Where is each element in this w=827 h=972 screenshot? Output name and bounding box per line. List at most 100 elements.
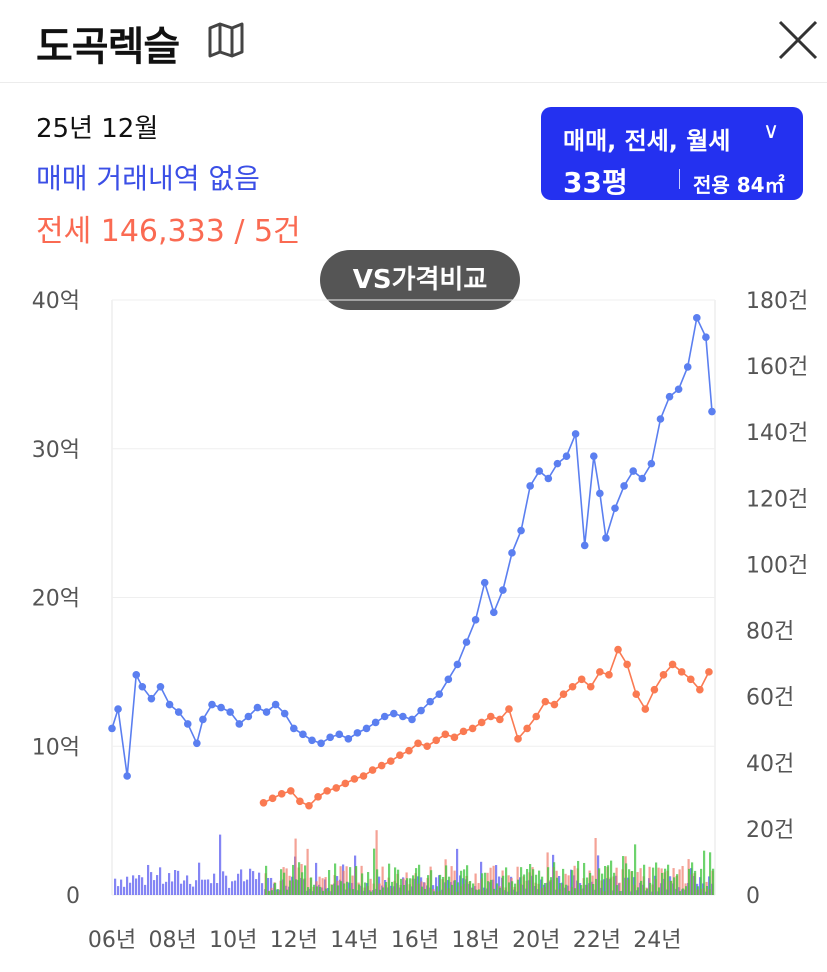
volume-bar-jeonse [594,838,597,895]
volume-bar-monthly [460,870,463,895]
volume-bar-sale [270,877,273,895]
volume-bar-monthly [520,867,523,895]
x-tick-label: 12년 [270,928,318,953]
volume-bar-monthly [496,883,499,895]
sale-point [280,709,289,718]
sale-point [299,730,307,739]
jeonse-point [677,668,686,676]
map-icon[interactable] [206,22,246,58]
volume-bar-jeonse [369,878,372,895]
x-tick-label: 24년 [633,928,681,953]
filter-button[interactable]: 매매, 전세, 월세 ∨ 33평 전용 84㎡ [541,107,803,200]
volume-bar-sale [261,883,264,895]
volume-bar-monthly [379,889,382,895]
volume-bar-monthly [682,888,685,895]
jeonse-point [614,645,622,654]
volume-bar-jeonse [378,883,381,895]
sale-point [535,467,544,475]
volume-bar-monthly [400,878,403,895]
volume-bar-sale [120,879,123,895]
volume-bar-monthly [406,878,409,895]
jeonse-point [568,682,577,691]
volume-bar-sale [132,875,135,895]
volume-bar-sale [234,880,237,895]
volume-bar-jeonse [657,867,660,895]
sale-point [517,526,525,535]
volume-bar-monthly [334,863,337,895]
volume-bar-monthly [280,869,283,895]
volume-bar-monthly [310,877,313,895]
price-chart[interactable]: 0 10억 20억 30억 40억 0 20건 40건 60건 80건 100건 120건 140건 16… [0,280,827,972]
volume-bar-monthly [328,870,331,895]
volume-bar-jeonse [573,865,576,895]
volume-bar-monthly [304,865,307,895]
volume-bar-sale [162,883,165,895]
close-icon[interactable] [776,18,820,62]
volume-bar-sale [174,870,177,895]
volume-bar-jeonse [492,865,495,895]
sale-point [508,549,516,557]
volume-bar-monthly [487,881,490,895]
volume-bar-monthly [616,885,619,895]
sale-point [335,730,344,739]
volume-bar-monthly [478,889,481,895]
volume-bar-monthly [454,880,457,895]
volume-bar-monthly [532,869,535,895]
volume-bar-monthly [277,889,280,895]
trade-type-label: 매매, 전세, 월세 [563,127,731,155]
sale-point [417,706,425,715]
jeonse-point [268,794,277,803]
volume-bar-monthly [364,882,367,895]
sale-point [271,700,280,709]
volume-bar-monthly [559,883,562,895]
volume-bar-monthly [505,867,508,895]
volume-bar-monthly [598,868,601,895]
size-label: 33평 [563,166,628,199]
sale-point [647,459,656,468]
volume-bar-monthly [688,868,691,895]
volume-bar-monthly [577,860,580,895]
volume-bar-sale [159,867,162,895]
price-lines [108,314,716,810]
sale-summary: 매매 거래내역 없음 [36,162,260,195]
volume-bar-monthly [316,886,319,895]
sale-point [453,660,462,669]
volume-bar-sale [114,878,117,895]
volume-bar-monthly [604,865,607,895]
volume-bar-sale [249,868,252,895]
volume-bar-sale [180,883,183,895]
volume-bar-monthly [631,870,634,895]
jeonse-point [586,682,595,691]
volume-bar-monthly [295,879,298,895]
sale-point [208,700,216,709]
sale-point [656,415,665,423]
sale-point [217,703,225,712]
volume-bar-monthly [586,877,589,895]
volume-bar-monthly [298,862,301,895]
volume-bar-sale [255,879,258,895]
volume-bar-jeonse [477,883,480,895]
volume-bar-monthly [685,886,688,895]
volume-bar-monthly [514,883,517,895]
volume-bar-jeonse [351,875,354,895]
jeonse-point [550,700,559,709]
volume-bar-monthly [271,890,274,895]
sale-point [499,586,507,594]
volume-bar-monthly [553,862,556,895]
volume-bar-monthly [361,873,364,895]
volume-bar-monthly [436,886,439,895]
sale-point [380,712,389,721]
volume-bar-monthly [484,872,487,895]
y-left-tick-label: 40억 [32,289,80,314]
sale-point [444,675,453,684]
sale-point [108,724,116,733]
sale-point [362,724,371,733]
sale-point [408,715,416,724]
volume-bar-monthly [409,878,412,895]
volume-bar-sale [198,862,201,895]
jeonse-point [605,671,613,679]
volume-bar-monthly [352,889,355,895]
volume-bar-jeonse [345,866,348,895]
volume-bar-monthly [613,872,616,895]
x-tick-label: 10년 [209,928,257,953]
